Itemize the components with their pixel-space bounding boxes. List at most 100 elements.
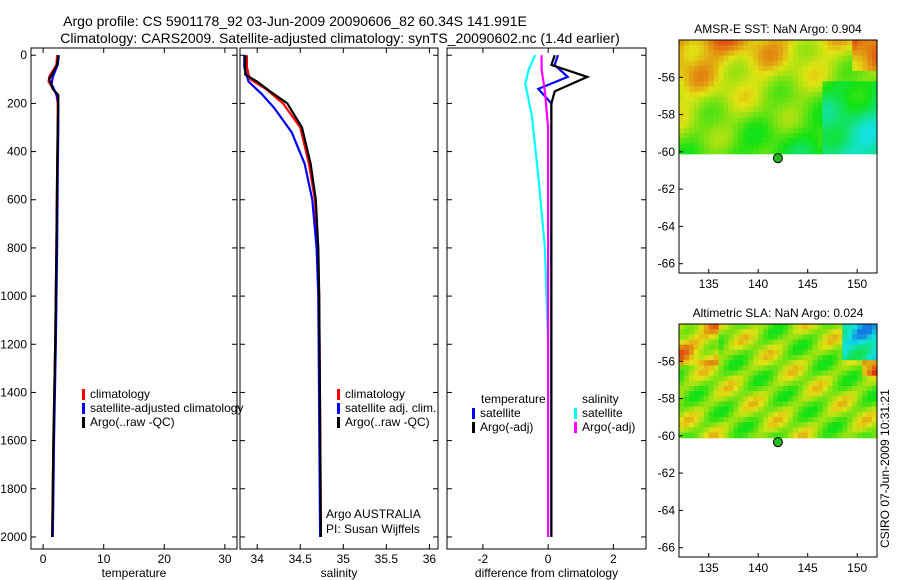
amsr-sst-map-cell (758, 96, 764, 103)
altimetric-sla-map-cell (797, 365, 804, 372)
altimetric-sla-map-cell (822, 365, 829, 372)
amsr-sst-map-cell (738, 81, 744, 88)
amsr-sst-map-cell (753, 50, 759, 57)
altimetric-sla-map-cell (782, 427, 789, 434)
amsr-sst-map-cell (743, 60, 749, 67)
altimetric-sla-map-cell (852, 324, 858, 330)
amsr-sst-map-cell (822, 112, 829, 119)
altimetric-sla-map-cell (802, 422, 809, 428)
amsr-sst-map-cell (758, 117, 764, 124)
amsr-sst-map-cell (768, 86, 774, 93)
amsr-sst-map-cell (738, 86, 744, 93)
amsr-sst-map-cell (693, 143, 700, 150)
amsr-sst-map-cell (822, 65, 829, 72)
altimetric-sla-map-cell (787, 422, 794, 428)
amsr-sst-map-cell (703, 40, 710, 46)
salinity-profile-xtick-label-3: 35.5 (375, 552, 399, 566)
amsr-sst-map-cell (738, 60, 744, 67)
altimetric-sla-map-cell (812, 386, 819, 392)
altimetric-sla-map-cell (688, 375, 695, 382)
amsr-sst-map-cell (847, 76, 853, 82)
altimetric-sla-map-cell (837, 329, 843, 335)
altimetric-sla-map-cell (773, 339, 779, 346)
altimetric-sla-map-cell (802, 375, 809, 382)
amsr-sst-map-cell (778, 143, 784, 150)
altimetric-sla-map-cell (723, 406, 730, 413)
amsr-sst-map-cell (812, 65, 819, 72)
amsr-sst-map-cell (827, 71, 834, 77)
amsr-sst-map-cell (679, 40, 685, 46)
amsr-sst-map-cell (847, 86, 853, 93)
amsr-sst-map-ytick-label-5: -66 (658, 257, 676, 271)
temperature-profile-xtick-label-3: 30 (218, 552, 232, 566)
amsr-sst-map-cell (857, 86, 863, 93)
altimetric-sla-map-cell (857, 417, 863, 423)
amsr-sst-map-cell (817, 127, 824, 134)
amsr-sst-map-cell (728, 40, 735, 46)
altimetric-sla-map-cell (753, 396, 759, 403)
altimetric-sla-map-cell (768, 427, 774, 434)
amsr-sst-map-cell (827, 45, 834, 51)
amsr-sst-map-cell (728, 96, 735, 103)
altimetric-sla-map-cell (872, 349, 878, 356)
altimetric-sla-map-cell (723, 432, 730, 439)
altimetric-sla-map-cell (703, 349, 710, 356)
altimetric-sla-map-cell (708, 391, 715, 397)
amsr-sst-map-cell (787, 117, 794, 124)
amsr-sst-map-cell (753, 102, 759, 108)
altimetric-sla-map-cell (787, 380, 794, 387)
amsr-sst-map-cell (787, 76, 794, 82)
amsr-sst-map-cell (693, 45, 700, 51)
amsr-sst-map-cell (857, 122, 863, 129)
amsr-sst-map-cell (743, 65, 749, 72)
amsr-sst-map-cell (718, 91, 725, 98)
amsr-sst-map-cell (792, 60, 799, 67)
amsr-sst-map-cell (792, 55, 799, 62)
altimetric-sla-map-cell (723, 417, 730, 423)
altimetric-sla-map-cell (723, 422, 730, 428)
altimetric-sla-map-cell (743, 349, 749, 356)
amsr-sst-map-cell (822, 127, 829, 134)
altimetric-sla-map-cell (753, 370, 759, 377)
amsr-sst-map-cell (773, 112, 779, 119)
amsr-sst-map-cell (857, 76, 863, 82)
altimetric-sla-map-cell (827, 380, 834, 387)
amsr-sst-map-cell (847, 117, 853, 124)
amsr-sst-map-cell (862, 133, 868, 139)
altimetric-sla-map-cell (738, 406, 744, 413)
amsr-sst-map-cell (872, 40, 878, 46)
altimetric-sla-map-cell (763, 396, 769, 403)
amsr-sst-map-cell (708, 45, 715, 51)
altimetric-sla-map-cell (807, 396, 814, 403)
amsr-sst-map-cell (683, 112, 690, 119)
amsr-sst-map-cell (683, 86, 690, 93)
altimetric-sla-map-cell (703, 365, 710, 372)
amsr-sst-map-cell (768, 65, 774, 72)
amsr-sst-map-cell (773, 55, 779, 62)
amsr-sst-map-cell (683, 81, 690, 88)
amsr-sst-map-cell (733, 45, 739, 51)
amsr-sst-map-cell (679, 133, 685, 139)
altimetric-sla-map-cell (713, 370, 720, 377)
amsr-sst-map-cell (768, 143, 774, 150)
amsr-sst-map-cell (802, 122, 809, 129)
amsr-sst-map-cell (822, 45, 829, 51)
altimetric-sla-map-cell (792, 411, 799, 418)
amsr-sst-map-cell (782, 112, 789, 119)
altimetric-sla-map-cell (763, 417, 769, 423)
altimetric-sla-map-cell (718, 406, 725, 413)
amsr-sst-map-cell (812, 60, 819, 67)
altimetric-sla-map-cell (708, 427, 715, 434)
altimetric-sla-map-cell (728, 386, 735, 392)
difference-profile-legend-title-salinity: salinity (582, 392, 619, 406)
amsr-sst-map-ytick-label-2: -60 (658, 145, 676, 159)
altimetric-sla-map-cell (733, 417, 739, 423)
altimetric-sla-map-cell (787, 349, 794, 356)
amsr-sst-map-cell (723, 96, 730, 103)
amsr-sst-map-cell (787, 122, 794, 129)
amsr-sst-map-cell (723, 122, 730, 129)
altimetric-sla-map-cell (679, 417, 685, 423)
altimetric-sla-map-cell (723, 349, 730, 356)
altimetric-sla-map-field (679, 324, 878, 439)
amsr-sst-map-cell (822, 71, 829, 77)
